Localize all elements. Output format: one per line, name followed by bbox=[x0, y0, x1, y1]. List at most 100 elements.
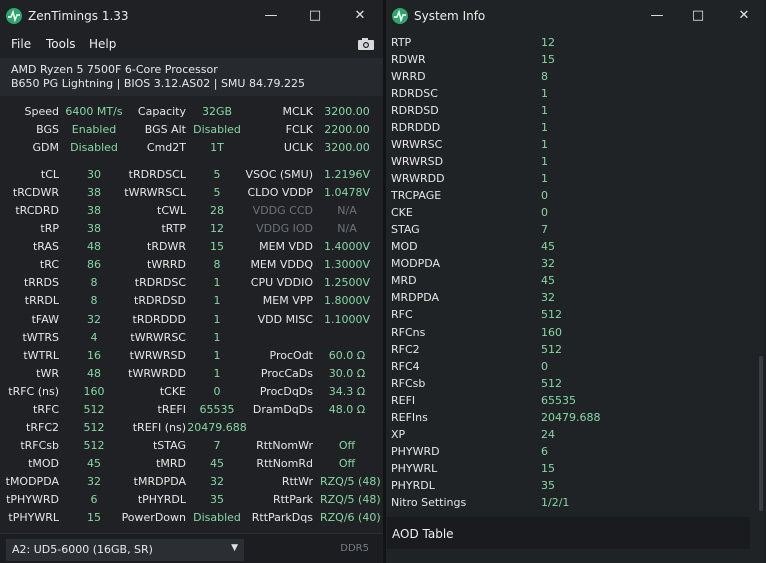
timing-label: tCWL bbox=[157, 204, 186, 217]
info-label: RFCns bbox=[391, 326, 426, 339]
timing-value: 1 bbox=[213, 276, 221, 289]
timing-label: tWRWRSC bbox=[130, 331, 186, 344]
list-item: CKE 0 bbox=[391, 205, 741, 222]
timing-value: 512 bbox=[83, 421, 105, 434]
timing-value: 48 bbox=[87, 240, 101, 253]
camera-icon[interactable] bbox=[357, 37, 375, 51]
timing-label: MEM VDDQ bbox=[250, 258, 313, 271]
close-icon[interactable]: ✕ bbox=[738, 8, 750, 23]
aod-table-header[interactable]: AOD Table bbox=[387, 517, 750, 549]
list-item: RFCns 160 bbox=[391, 325, 741, 342]
timing-label: tRFC2 bbox=[26, 421, 59, 434]
info-label: PHYRDL bbox=[391, 479, 435, 492]
timing-value: 32GB bbox=[201, 105, 233, 118]
timing-value: 38 bbox=[87, 222, 101, 235]
timing-value: Enabled bbox=[71, 123, 117, 136]
menu-tools[interactable]: Tools bbox=[46, 37, 76, 51]
timing-value: RZQ/6 (40) bbox=[320, 511, 381, 524]
timing-label: tRDRDSC bbox=[134, 276, 186, 289]
info-label: REFIns bbox=[391, 411, 428, 424]
footer: A2: UD5-6000 (16GB, SR) ▼ DDR5 bbox=[0, 533, 383, 563]
timing-label: RttNomRd bbox=[256, 457, 313, 470]
timing-value: 45 bbox=[87, 457, 101, 470]
scrollbar[interactable] bbox=[757, 36, 763, 511]
timing-value: Off bbox=[338, 457, 356, 470]
timing-value: 8 bbox=[90, 294, 98, 307]
info-value: 65535 bbox=[541, 394, 576, 407]
list-item: RDRDDD 1 bbox=[391, 120, 741, 137]
timing-label: MCLK bbox=[282, 105, 313, 118]
timing-label: tRTP bbox=[161, 222, 186, 235]
list-item: WRWRDD 1 bbox=[391, 171, 741, 188]
timing-value: Off bbox=[338, 439, 356, 452]
list-item: WRWRSC 1 bbox=[391, 137, 741, 154]
info-value: 512 bbox=[541, 343, 562, 356]
timing-label: VDD MISC bbox=[257, 313, 313, 326]
dimm-select[interactable]: A2: UD5-6000 (16GB, SR) ▼ bbox=[6, 539, 244, 561]
info-value: 20479.688 bbox=[541, 411, 601, 424]
timing-label: CPU VDDIO bbox=[250, 276, 313, 289]
timing-value: N/A bbox=[337, 204, 357, 217]
minimize-icon[interactable]: — bbox=[650, 8, 664, 23]
menu-help[interactable]: Help bbox=[89, 37, 117, 51]
timing-value: 0 bbox=[213, 385, 221, 398]
info-value: 32 bbox=[541, 257, 555, 270]
timing-value: 7 bbox=[213, 439, 221, 452]
timing-value: 5 bbox=[213, 168, 221, 181]
timing-label: tREFI (ns) bbox=[132, 421, 186, 434]
info-label: TRCPAGE bbox=[391, 189, 442, 202]
timing-label: tRRDS bbox=[23, 276, 59, 289]
timing-value: Disabled bbox=[193, 123, 241, 136]
maximize-icon[interactable]: □ bbox=[308, 8, 322, 23]
timing-label: UCLK bbox=[283, 141, 313, 154]
timing-value: 1 bbox=[213, 294, 221, 307]
maximize-icon[interactable]: □ bbox=[691, 8, 705, 23]
timing-value: 32 bbox=[87, 475, 101, 488]
scrollbar-thumb[interactable] bbox=[759, 356, 763, 511]
info-value: 6 bbox=[541, 445, 548, 458]
timing-value: Disabled bbox=[193, 511, 241, 524]
timing-label: tRP bbox=[40, 222, 59, 235]
timing-value: 16 bbox=[87, 349, 101, 362]
list-item: REFIns 20479.688 bbox=[391, 410, 741, 427]
close-icon[interactable]: ✕ bbox=[354, 8, 366, 23]
info-label: MRDPDA bbox=[391, 291, 440, 304]
timing-label: tREFI bbox=[157, 403, 186, 416]
list-item: RDRDSD 1 bbox=[391, 103, 741, 120]
timing-value: Disabled bbox=[70, 141, 118, 154]
info-label: REFI bbox=[391, 394, 416, 407]
timing-value: 30 bbox=[87, 168, 101, 181]
window-title: ZenTimings 1.33 bbox=[28, 9, 129, 23]
timing-label: Cmd2T bbox=[146, 141, 186, 154]
info-label: RFC bbox=[391, 308, 413, 321]
timing-value: RZQ/5 (48) bbox=[320, 475, 381, 488]
list-item: WRWRSD 1 bbox=[391, 154, 741, 171]
timing-label: tFAW bbox=[31, 313, 59, 326]
timing-value: 1 bbox=[213, 367, 221, 380]
timing-value: 1.4000V bbox=[323, 240, 370, 253]
timing-value: 512 bbox=[83, 403, 105, 416]
list-item: RFC 512 bbox=[391, 307, 741, 324]
minimize-icon[interactable]: — bbox=[264, 8, 278, 23]
info-label: MOD bbox=[391, 240, 418, 253]
timing-label: tWRWRDD bbox=[128, 367, 186, 380]
list-item: XP 24 bbox=[391, 427, 741, 444]
list-item: RFC4 0 bbox=[391, 359, 741, 376]
timing-label: MEM VPP bbox=[262, 294, 313, 307]
system-info-window: System Info — □ ✕ RTP 12 RDWR 15 WRRD 8 RDRDSC… bbox=[386, 0, 764, 563]
timing-label: DramDqDs bbox=[252, 403, 313, 416]
timing-label: tMRD bbox=[156, 457, 186, 470]
timing-value: 38 bbox=[87, 204, 101, 217]
timing-label: tRCDWR bbox=[12, 186, 59, 199]
dimm-select-value: A2: UD5-6000 (16GB, SR) bbox=[12, 543, 153, 556]
timing-label: CLDO VDDP bbox=[247, 186, 313, 199]
info-label: RTP bbox=[391, 36, 412, 49]
timing-value: 1.0478V bbox=[323, 186, 370, 199]
menu-file[interactable]: File bbox=[11, 37, 32, 51]
timing-label: RttParkDqs bbox=[251, 511, 313, 524]
info-value: 0 bbox=[541, 189, 548, 202]
timing-label: Speed bbox=[24, 105, 59, 118]
info-label: XP bbox=[391, 428, 406, 441]
timing-label: tWTRL bbox=[23, 349, 59, 362]
list-item: MODPDA 32 bbox=[391, 256, 741, 273]
